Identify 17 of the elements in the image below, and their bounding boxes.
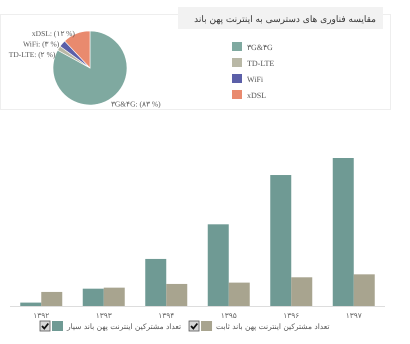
bar: [104, 288, 125, 306]
bar: [20, 302, 42, 306]
bar: [270, 175, 292, 306]
bar: [228, 282, 250, 306]
legend-label: WiFi: [247, 75, 264, 84]
bar: [208, 224, 229, 306]
bar: [145, 258, 166, 306]
legend-label: TD-LTE: [247, 59, 274, 68]
legend-label: xDSL: [247, 91, 266, 100]
bar: [41, 292, 62, 306]
bar: [82, 288, 104, 306]
bar: [291, 277, 312, 306]
legend-label: ۳G&۴G: [247, 43, 273, 52]
bar: [354, 274, 375, 306]
bar: [166, 284, 188, 306]
chart-title: مقایسه فناوری های دسترسی به اینترنت پهن باند: [194, 15, 376, 25]
bar: [332, 158, 354, 306]
